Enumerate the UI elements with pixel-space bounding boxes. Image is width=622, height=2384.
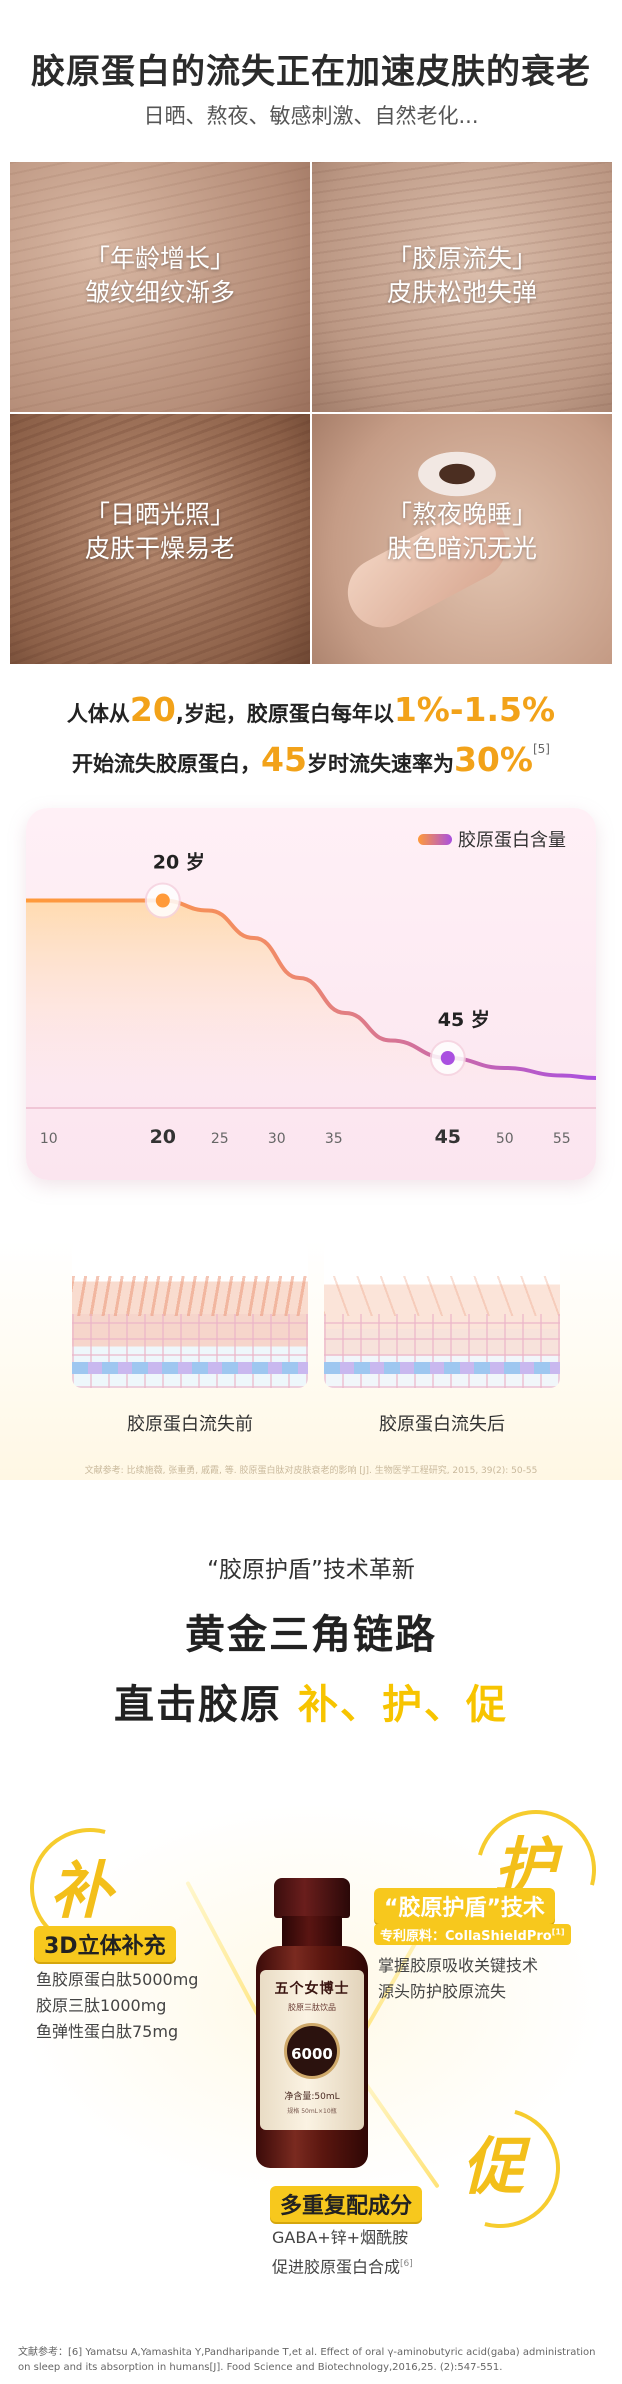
page-title: 胶原蛋白的流失正在加速皮肤的衰老 xyxy=(31,52,591,92)
bu-item: 胶原三肽1000mg xyxy=(36,1996,167,2015)
photo-sun-exposure: 「日晒光照」 皮肤干燥易老 xyxy=(10,414,310,664)
annotation-label: 45 岁 xyxy=(438,1008,490,1031)
x-tick-label: 30 xyxy=(268,1131,286,1147)
stat-line-1: 人体从20,岁起，胶原蛋白每年以1%-1.5% xyxy=(66,690,556,729)
collagen-fibers xyxy=(324,1276,560,1316)
photo-collagen-loss: 「胶原流失」 皮肤松弛失弹 xyxy=(312,162,612,412)
collagen-line-chart: 10 20 25 30 35 45 50 55 20 岁 45 岁 xyxy=(26,851,596,1148)
x-tick-label: 45 xyxy=(435,1126,461,1148)
bottle-cap xyxy=(274,1878,350,1918)
bottle-dose-badge: 6000 xyxy=(284,2023,340,2079)
citation-mark: [5] xyxy=(532,742,550,756)
skin-after-illustration xyxy=(324,1240,560,1388)
cu-badge: 多重复配成分 xyxy=(270,2186,423,2222)
chart-legend: 胶原蛋白含量 xyxy=(418,826,566,852)
bu-item: 鱼胶原蛋白肽5000mg xyxy=(36,1970,199,1989)
cu-char-icon: 促 xyxy=(462,2130,525,2203)
bu-item: 鱼弹性蛋白肽75mg xyxy=(36,2022,179,2041)
legend-label: 胶原蛋白含量 xyxy=(458,830,566,851)
hu-item: 源头防护胶原流失 xyxy=(378,1982,507,2001)
bottle-brand: 五个女博士 xyxy=(274,1981,350,1997)
stat-line-2: 开始流失胶原蛋白，45岁时流失速率为30%[5] xyxy=(72,740,550,779)
collagen-fibers xyxy=(72,1276,308,1316)
tech-intro: “胶原护盾”技术革新 xyxy=(207,1557,415,1583)
tech-subtitle-highlight: 补、护、促 xyxy=(297,1682,508,1728)
basal-layer xyxy=(324,1362,560,1374)
bu-badge: 3D立体补充 xyxy=(34,1926,176,1962)
x-tick-label: 25 xyxy=(211,1131,229,1147)
hu-patent-name: CollaShieldPro xyxy=(445,1929,552,1944)
skin-before-label: 胶原蛋白流失前 xyxy=(127,1414,253,1435)
bottle-label: 五个女博士 胶原三肽饮品 6000 净含量:50mL 规格 50mL×10瓶 xyxy=(260,1970,364,2130)
x-tick-label: 35 xyxy=(325,1131,343,1147)
stat-rate: 1%-1.5% xyxy=(393,690,556,729)
stat-age-20: 20 xyxy=(129,690,176,729)
bottle-spec: 规格 50mL×10瓶 xyxy=(287,2108,337,2115)
photo-tag: 「胶原流失」 xyxy=(386,244,537,273)
photo-tag: 「年龄增长」 xyxy=(84,244,235,273)
tech-title: 黄金三角链路 xyxy=(185,1612,437,1658)
x-tick-label: 50 xyxy=(496,1131,514,1147)
bottle-volume: 净含量:50mL xyxy=(284,2092,340,2102)
photo-staying-up-late: 「熬夜晚睡」 肤色暗沉无光 xyxy=(312,414,612,664)
stat-rate-45: 30% xyxy=(453,740,533,779)
skin-after-label: 胶原蛋白流失后 xyxy=(379,1414,505,1435)
skin-before-illustration xyxy=(72,1240,308,1388)
legend-swatch xyxy=(418,833,452,845)
bottle-sub: 胶原三肽饮品 xyxy=(288,2003,336,2012)
photo-tag: 「日晒光照」 xyxy=(84,500,235,529)
reference-note-bottom: 文献参考：[6] Yamatsu A,Yamashita Y,Pandharip… xyxy=(18,2347,596,2373)
bottle-neck xyxy=(282,1916,342,1950)
collagen-chart: 10 20 25 30 35 45 50 55 20 岁 45 岁 胶原蛋白含量 xyxy=(26,808,596,1180)
skin-cells xyxy=(72,1314,308,1388)
bu-char-icon: 补 xyxy=(50,1854,113,1927)
x-tick-label: 20 xyxy=(150,1126,176,1148)
series-area xyxy=(26,900,596,1098)
photo-desc: 皮肤松弛失弹 xyxy=(386,278,537,307)
hu-badge: “胶原护盾”技术 xyxy=(374,1888,555,1924)
photo-tag: 「熬夜晚睡」 xyxy=(386,500,537,529)
photo-desc: 皮肤干燥易老 xyxy=(84,534,235,563)
hu-item: 掌握胶原吸收关键技术 xyxy=(378,1956,539,1975)
annotation-point xyxy=(155,893,170,908)
basal-layer xyxy=(72,1362,308,1374)
annotation-label: 20 岁 xyxy=(153,851,205,874)
hu-patent-tag: 专利原料：CollaShieldPro[1] xyxy=(374,1924,571,1945)
annotation-point xyxy=(440,1051,455,1065)
reference-note-top: 文献参考: 比续施薇, 张重勇, 戚霞, 等. 胶原蛋白肽对皮肤衰老的影响 [J… xyxy=(84,1466,538,1476)
cu-item: GABA+锌+烟酰胺 xyxy=(272,2228,409,2247)
stat-age-45: 45 xyxy=(261,740,307,779)
x-tick-label: 55 xyxy=(553,1131,571,1147)
x-tick-label: 10 xyxy=(40,1131,58,1147)
page-subtitle: 日晒、熬夜、敏感刺激、自然老化... xyxy=(143,104,479,128)
tech-subtitle: 直击胶原 补、护、促 xyxy=(114,1682,508,1728)
cu-item: 促进胶原蛋白合成[6] xyxy=(272,2257,413,2277)
photo-desc: 皱纹细纹渐多 xyxy=(84,278,235,307)
photo-desc: 肤色暗沉无光 xyxy=(386,534,537,563)
skin-cells xyxy=(324,1314,560,1388)
photo-age-wrinkles: 「年龄增长」 皱纹细纹渐多 xyxy=(10,162,310,412)
